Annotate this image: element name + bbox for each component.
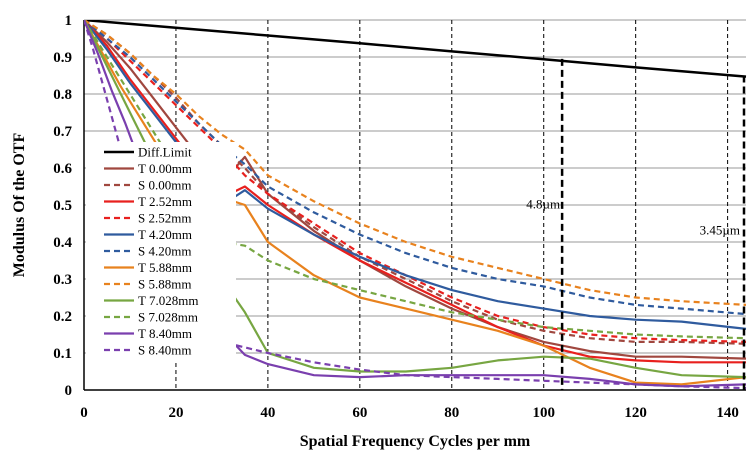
series-line-t-5-88mm	[84, 20, 747, 386]
y-tick-label: 0.5	[53, 198, 72, 214]
legend-label: S 4.20mm	[138, 244, 191, 259]
x-tick-label: 60	[352, 405, 367, 421]
x-tick-label: 120	[624, 405, 647, 421]
legend-label: T 7.028mm	[138, 293, 198, 308]
x-tick-label: 80	[444, 405, 459, 421]
y-tick-label: 0	[65, 383, 73, 399]
y-tick-label: 1	[65, 13, 73, 29]
series-line-s-4-20mm	[84, 20, 747, 316]
series-layer	[84, 20, 747, 390]
series-line-diff-limit	[84, 20, 747, 78]
legend-label: S 5.88mm	[138, 277, 191, 292]
annotation-label: 4.8µm	[526, 197, 560, 212]
legend-label: T 2.52mm	[138, 194, 192, 209]
legend-label: T 5.88mm	[138, 260, 192, 275]
axes: 0 0.1 0.2 0.3 0.4 0.5 0.6 0.7 0.8 0.9 1 0 20 40 60 80 10…	[53, 13, 746, 421]
annotation-label: 3.45µm	[700, 223, 740, 238]
legend-label: S 2.52mm	[138, 211, 191, 226]
series-line-t-0-00mm	[84, 20, 747, 360]
series-line-s-5-88mm	[84, 20, 747, 306]
x-tick-label: 0	[80, 405, 88, 421]
legend-label: S 8.40mm	[138, 343, 191, 358]
legend-label: T 8.40mm	[138, 326, 192, 341]
series-line-s-0-00mm	[84, 20, 747, 345]
y-tick-label: 0.7	[53, 124, 72, 140]
legend-label: S 0.00mm	[138, 178, 191, 193]
y-axis-title: Modulus Of the OTF	[11, 133, 28, 278]
y-tick-label: 0.2	[53, 309, 72, 325]
x-tick-label: 40	[260, 405, 275, 421]
legend-label: T 0.00mm	[138, 161, 192, 176]
x-axis-title: Spatial Frequency Cycles per mm	[300, 433, 531, 450]
y-tick-label: 0.3	[53, 272, 72, 288]
annotation-layer: 4.8µm 3.45µm	[526, 58, 746, 390]
x-tick-label: 100	[532, 405, 555, 421]
series-line-t-7-028mm	[84, 20, 747, 379]
y-tick-label: 0.8	[53, 87, 72, 103]
legend-box	[86, 142, 236, 363]
x-tick-label: 140	[716, 405, 739, 421]
series-line-s-8-40mm	[84, 20, 747, 390]
legend-label: T 4.20mm	[138, 227, 192, 242]
y-tick-label: 0.4	[53, 235, 72, 251]
series-line-t-4-20mm	[84, 20, 747, 330]
legend-label: Diff.Limit	[138, 145, 192, 160]
legend-label: S 7.028mm	[138, 310, 198, 325]
axis-labels: Spatial Frequency Cycles per mm Modulus O…	[11, 133, 531, 450]
series-line-s-7-028mm	[84, 20, 747, 340]
y-tick-label: 0.6	[53, 161, 72, 177]
series-line-t-8-40mm	[84, 20, 747, 388]
x-tick-label: 20	[168, 405, 183, 421]
y-tick-label: 0.1	[53, 346, 72, 362]
series-line-s-2-52mm	[84, 20, 747, 343]
y-tick-label: 0.9	[53, 50, 72, 66]
